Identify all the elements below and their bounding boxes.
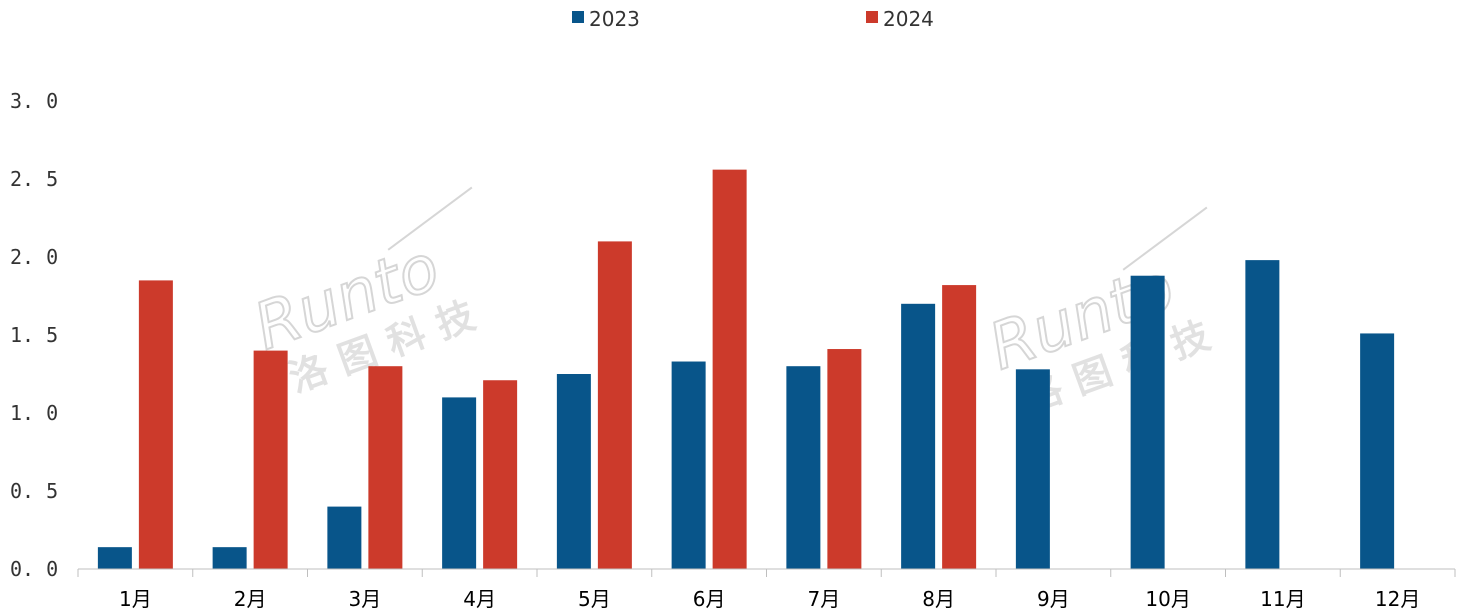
bar-2023-7 (786, 366, 821, 569)
bar-2023-12 (1360, 333, 1395, 569)
bar-2023-5 (556, 374, 591, 569)
bar-2024-8 (942, 285, 977, 569)
x-tick-label: 12月 (1375, 587, 1420, 611)
bar-2024-1 (138, 280, 173, 569)
y-tick-label: 2. 0 (10, 245, 58, 269)
bar-2023-8 (901, 303, 936, 569)
y-tick-label: 1. 5 (10, 323, 58, 347)
x-tick-label: 9月 (1037, 587, 1070, 611)
x-tick-label: 11月 (1260, 587, 1305, 611)
bars (97, 169, 1395, 569)
legend-label-2023: 2023 (589, 7, 640, 31)
legend-swatch-2024 (866, 11, 878, 23)
bar-2024-3 (368, 366, 403, 569)
bar-2024-2 (253, 350, 288, 569)
y-tick-label: 1. 0 (10, 401, 58, 425)
bar-2023-4 (442, 397, 477, 569)
watermark-swoosh (387, 186, 473, 251)
x-tick-label: 6月 (693, 587, 726, 611)
bar-2024-4 (483, 380, 518, 569)
y-tick-label: 3. 0 (10, 89, 58, 113)
bar-2024-7 (827, 349, 862, 569)
bar-2024-5 (597, 241, 632, 569)
y-tick-label: 0. 5 (10, 479, 58, 503)
x-axis: 1月 2月 3月 4月 5月 6月 7月 8月 9月 10月 11月 12月 (77, 568, 1456, 611)
x-tick-label: 2月 (234, 587, 267, 611)
legend: 2023 2024 (572, 7, 934, 31)
y-tick-label: 2. 5 (10, 167, 58, 191)
bar-2023-1 (97, 547, 132, 569)
bar-2023-10 (1130, 275, 1165, 569)
bar-2023-3 (327, 506, 362, 569)
bar-2024-6 (712, 169, 747, 569)
watermark-swoosh (1122, 206, 1208, 271)
x-tick-label: 7月 (808, 587, 841, 611)
bar-2023-11 (1245, 260, 1280, 569)
legend-label-2024: 2024 (883, 7, 934, 31)
x-tick-label: 3月 (349, 587, 382, 611)
bar-2023-9 (1015, 369, 1050, 569)
bar-2023-2 (212, 547, 247, 569)
x-tick-label: 1月 (119, 587, 152, 611)
x-tick-label: 4月 (463, 587, 496, 611)
x-tick-label: 10月 (1145, 587, 1190, 611)
x-tick-label: 5月 (578, 587, 611, 611)
bar-2023-6 (671, 361, 706, 569)
y-axis: 0. 0 0. 5 1. 0 1. 5 2. 0 2. 5 3. 0 (10, 89, 58, 581)
y-tick-label: 0. 0 (10, 557, 58, 581)
x-tick-label: 8月 (922, 587, 955, 611)
legend-swatch-2023 (572, 11, 584, 23)
